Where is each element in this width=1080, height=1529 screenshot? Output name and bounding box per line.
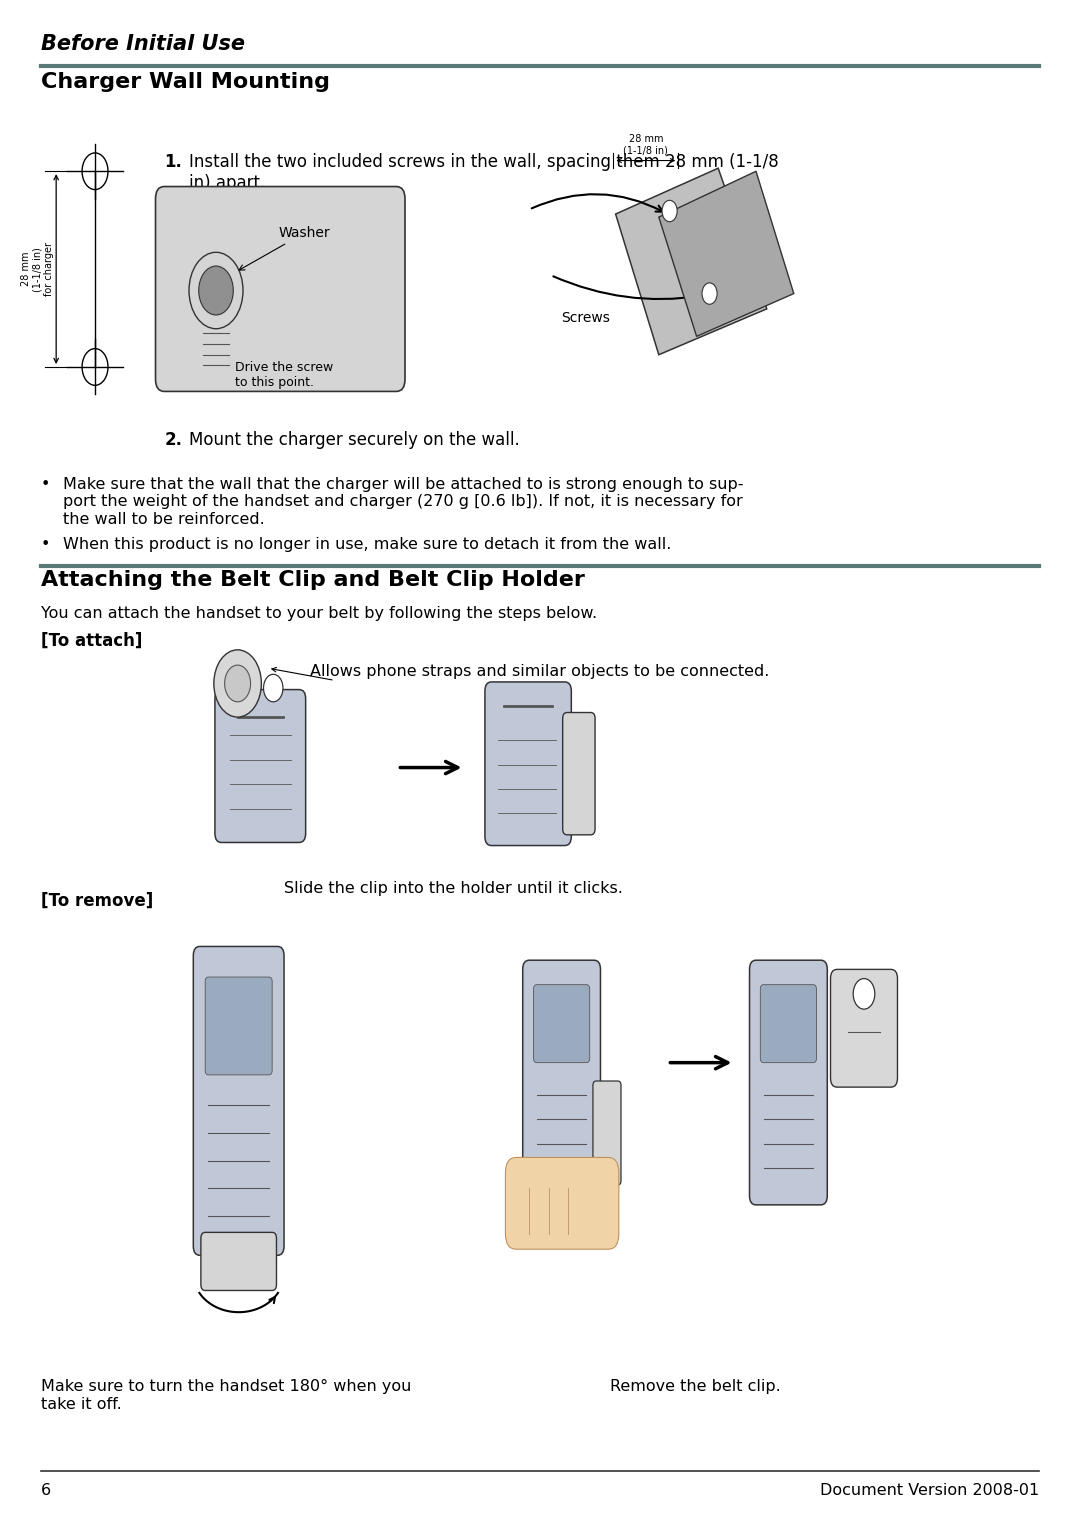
FancyBboxPatch shape xyxy=(205,977,272,1075)
Circle shape xyxy=(662,200,677,222)
Text: Make sure that the wall that the charger will be attached to is strong enough to: Make sure that the wall that the charger… xyxy=(63,477,743,528)
Text: Install the two included screws in the wall, spacing them 28 mm (1-1/8
in) apart: Install the two included screws in the w… xyxy=(189,153,779,191)
Text: •: • xyxy=(41,537,51,552)
FancyBboxPatch shape xyxy=(523,960,600,1205)
Text: Document Version 2008-01: Document Version 2008-01 xyxy=(820,1483,1039,1498)
Circle shape xyxy=(225,665,251,702)
Text: When this product is no longer in use, make sure to detach it from the wall.: When this product is no longer in use, m… xyxy=(63,537,671,552)
Text: Washer: Washer xyxy=(239,226,330,271)
FancyBboxPatch shape xyxy=(156,187,405,391)
Text: [To remove]: [To remove] xyxy=(41,891,153,910)
FancyBboxPatch shape xyxy=(534,985,590,1063)
Polygon shape xyxy=(659,171,794,336)
Text: 28 mm
(1-1/8 in): 28 mm (1-1/8 in) xyxy=(623,135,669,156)
Circle shape xyxy=(853,979,875,1009)
Circle shape xyxy=(702,283,717,304)
FancyBboxPatch shape xyxy=(201,1232,276,1290)
FancyBboxPatch shape xyxy=(563,713,595,835)
Text: Drive the screw
to this point.: Drive the screw to this point. xyxy=(235,361,334,388)
FancyBboxPatch shape xyxy=(760,985,816,1063)
Text: •: • xyxy=(41,477,51,492)
FancyBboxPatch shape xyxy=(193,946,284,1255)
Text: [To attach]: [To attach] xyxy=(41,631,143,650)
Text: Remove the belt clip.: Remove the belt clip. xyxy=(610,1379,781,1394)
FancyBboxPatch shape xyxy=(215,690,306,842)
Text: Charger Wall Mounting: Charger Wall Mounting xyxy=(41,72,330,92)
FancyBboxPatch shape xyxy=(593,1081,621,1185)
Text: 6: 6 xyxy=(41,1483,51,1498)
Text: 1.: 1. xyxy=(164,153,183,171)
Text: You can attach the handset to your belt by following the steps below.: You can attach the handset to your belt … xyxy=(41,605,597,621)
Text: 28 mm
(1-1/8 in)
for charger: 28 mm (1-1/8 in) for charger xyxy=(22,242,54,297)
Text: Make sure to turn the handset 180° when you
take it off.: Make sure to turn the handset 180° when … xyxy=(41,1379,411,1411)
Text: Slide the clip into the holder until it clicks.: Slide the clip into the holder until it … xyxy=(284,881,623,896)
Text: Before Initial Use: Before Initial Use xyxy=(41,34,245,54)
FancyBboxPatch shape xyxy=(831,969,897,1087)
Text: Mount the charger securely on the wall.: Mount the charger securely on the wall. xyxy=(189,431,519,450)
FancyBboxPatch shape xyxy=(750,960,827,1205)
Text: Screws: Screws xyxy=(562,310,610,326)
Text: Attaching the Belt Clip and Belt Clip Holder: Attaching the Belt Clip and Belt Clip Ho… xyxy=(41,570,585,590)
Text: Allows phone straps and similar objects to be connected.: Allows phone straps and similar objects … xyxy=(310,664,770,679)
Polygon shape xyxy=(616,168,767,355)
Text: 2.: 2. xyxy=(164,431,183,450)
Circle shape xyxy=(199,266,233,315)
FancyBboxPatch shape xyxy=(485,682,571,846)
FancyBboxPatch shape xyxy=(505,1157,619,1249)
Circle shape xyxy=(214,650,261,717)
Circle shape xyxy=(264,674,283,702)
